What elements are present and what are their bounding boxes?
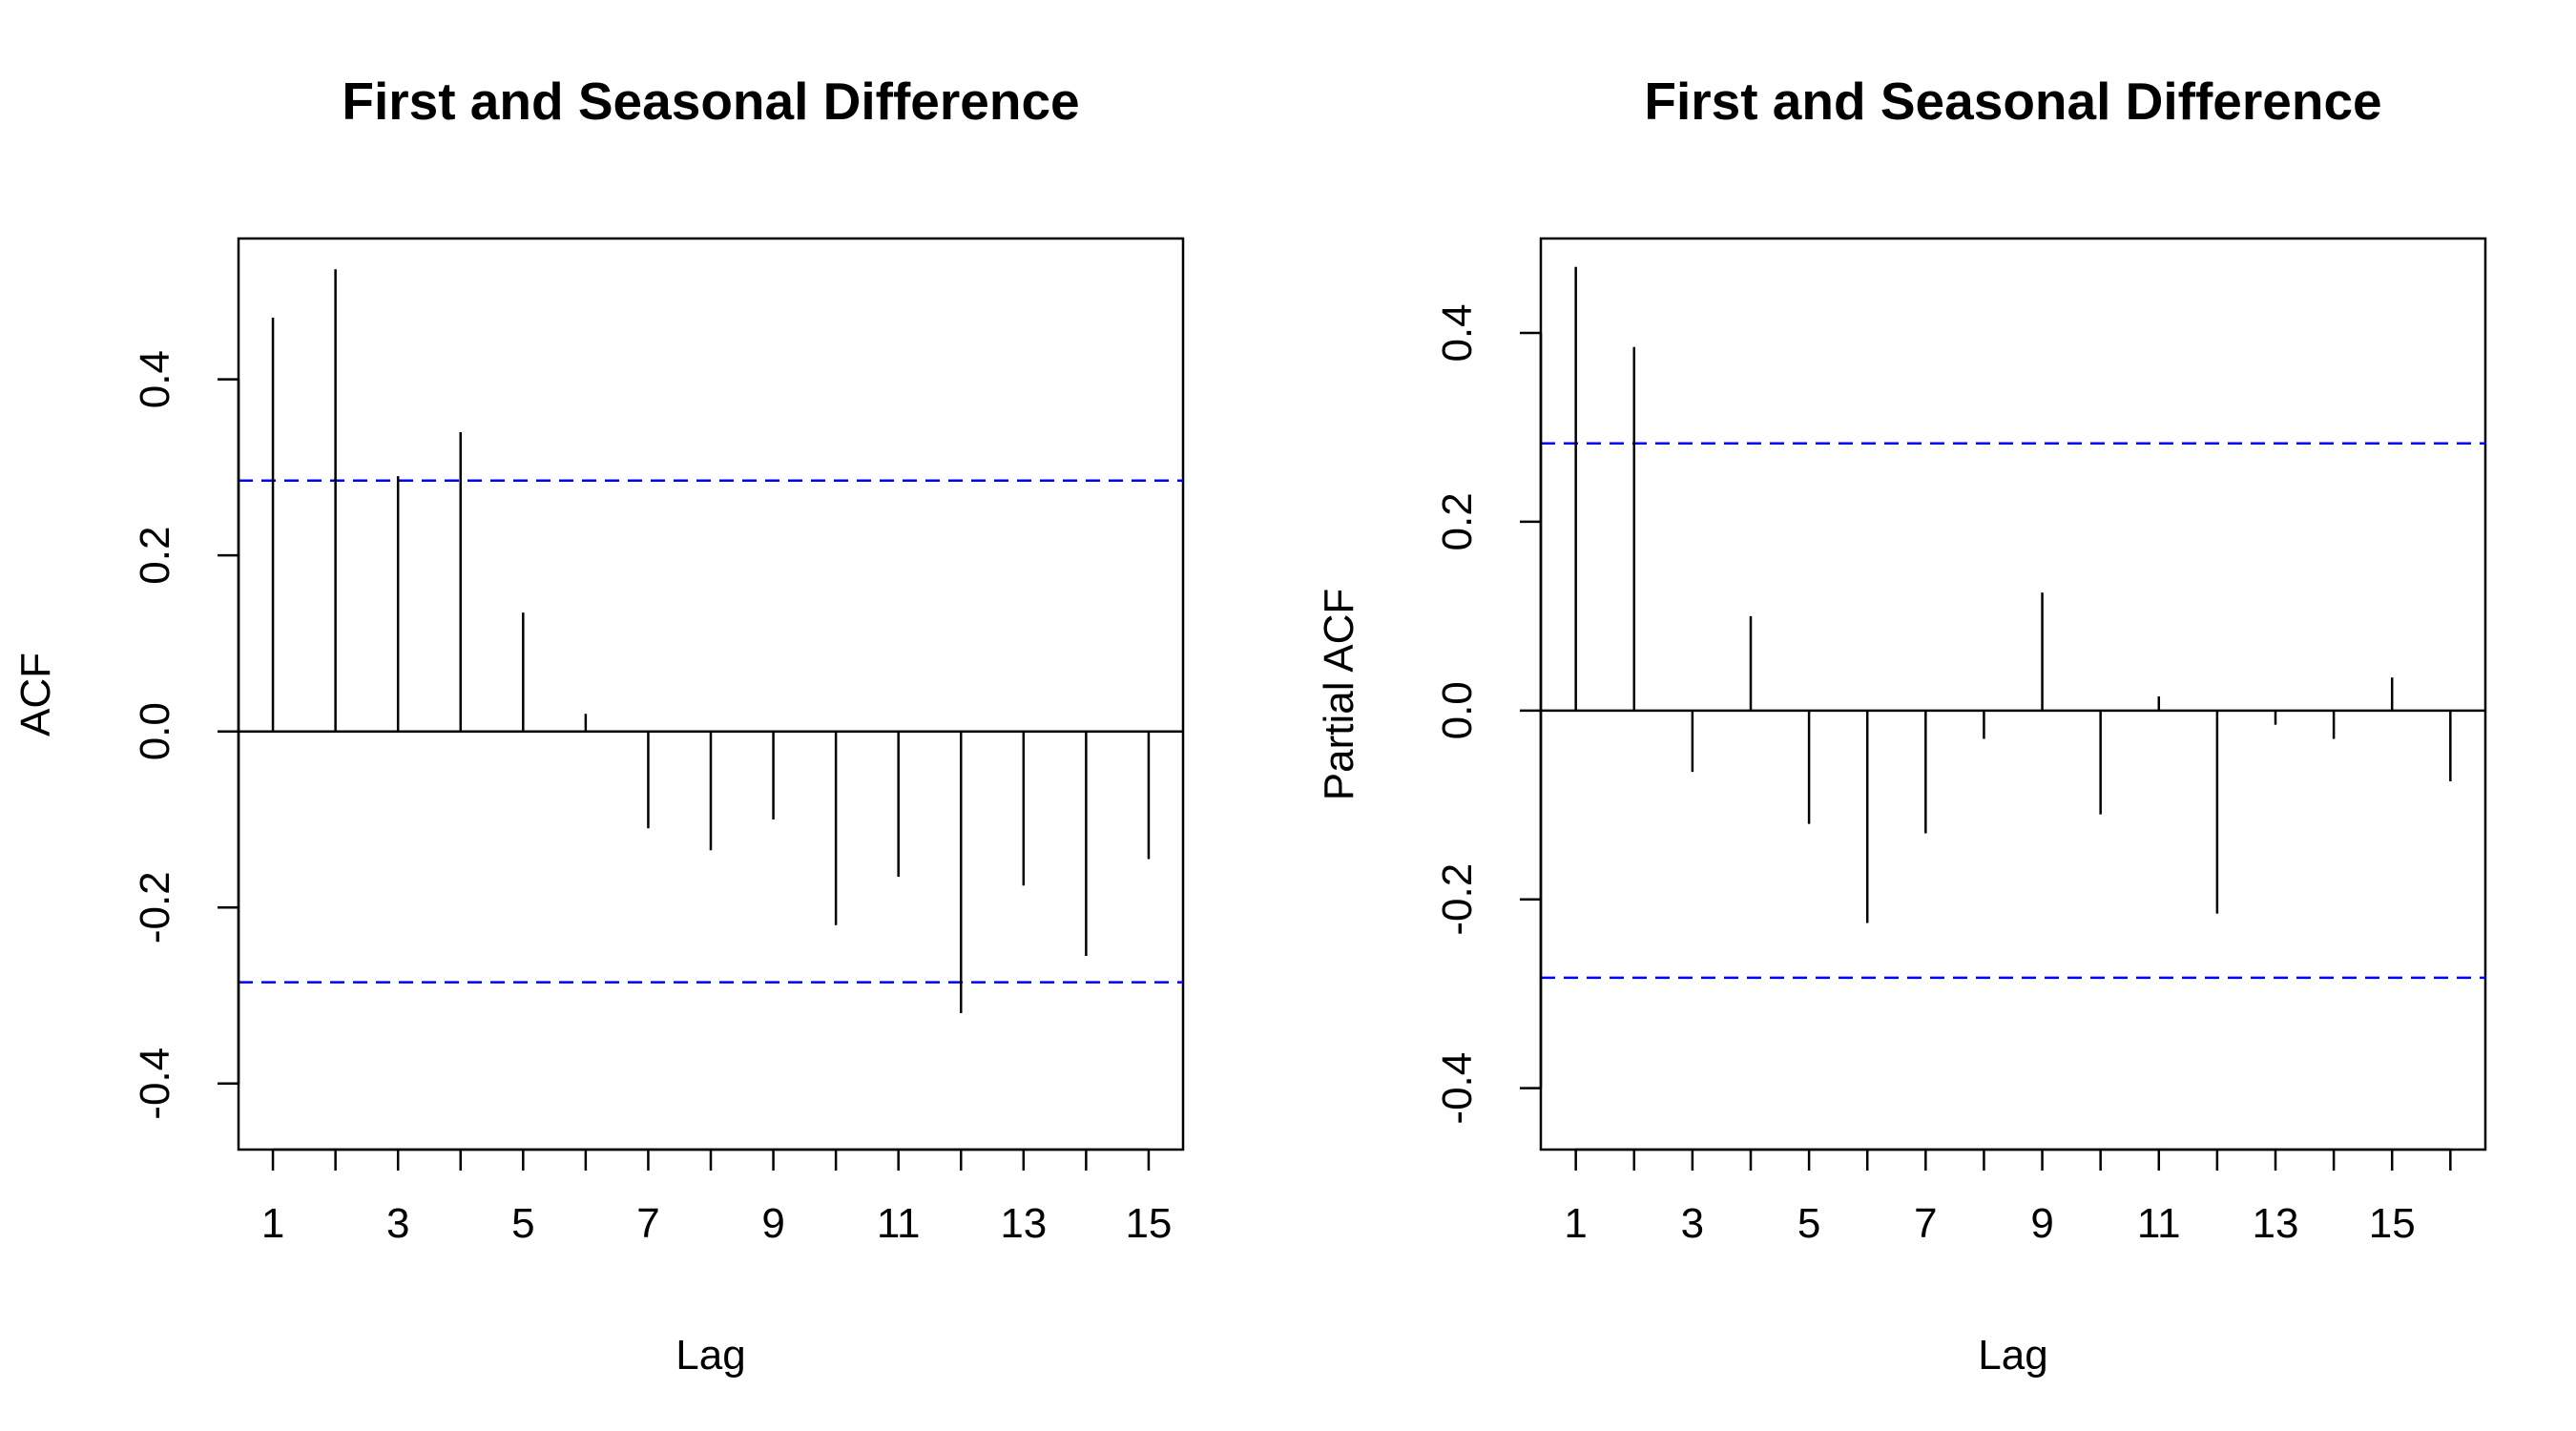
pacf-panel: First and Seasonal Difference Lag Partia… [1316,72,2487,1379]
pacf-y-tick-label-3: 0.2 [1434,492,1481,550]
pacf-x-tick-label-13: 13 [2253,1200,2299,1247]
acf-y-tick-label-4: 0.4 [132,350,178,408]
acf-x-tick-label-1: 1 [261,1200,284,1247]
pacf-y-tick-label-2: 0.0 [1434,681,1481,739]
acf-y-tick-label-3: 0.2 [132,527,178,585]
acf-x-tick-label-5: 5 [511,1200,534,1247]
pacf-x-tick-label-5: 5 [1797,1200,1820,1247]
pacf-y-tick-label-0: -0.4 [1434,1052,1481,1125]
acf-plot-frame [237,237,1185,1151]
pacf-x-tick-label-11: 11 [2137,1200,2181,1247]
pacf-x-tick-label-15: 15 [2369,1200,2416,1247]
acf-x-tick-label-7: 7 [636,1200,659,1247]
acf-x-tick-label-13: 13 [1000,1200,1047,1247]
pacf-plot-frame [1539,237,2487,1151]
pacf-x-tick-label-9: 9 [2030,1200,2053,1247]
acf-marks: 1 3 5 7 9 11 13 15-0.4-0.20.00.20.4 [132,269,1183,1247]
pacf-y-tick-label-1: -0.2 [1434,863,1481,936]
acf-x-axis-label: Lag [675,1332,745,1379]
acf-x-tick-label-15: 15 [1125,1200,1172,1247]
pacf-y-tick-label-4: 0.4 [1434,303,1481,362]
acf-y-tick-label-1: -0.2 [132,871,178,944]
acf-y-tick-label-2: 0.0 [132,702,178,760]
acf-x-tick-label-3: 3 [386,1200,409,1247]
pacf-y-axis-label: Partial ACF [1316,589,1362,801]
pacf-x-tick-label-1: 1 [1564,1200,1587,1247]
acf-x-tick-label-11: 11 [877,1200,921,1247]
acf-y-tick-label-0: -0.4 [132,1047,178,1120]
pacf-x-axis-label: Lag [1978,1332,2047,1379]
pacf-chart-title: First and Seasonal Difference [1644,72,2381,131]
pacf-marks: 1 3 5 7 9 11 13 15-0.4-0.20.00.20.4 [1434,266,2485,1247]
acf-x-tick-label-9: 9 [761,1200,784,1247]
pacf-x-tick-label-7: 7 [1914,1200,1937,1247]
acf-y-axis-label: ACF [12,653,59,736]
pacf-x-tick-label-3: 3 [1681,1200,1704,1247]
acf-chart-title: First and Seasonal Difference [342,72,1079,131]
